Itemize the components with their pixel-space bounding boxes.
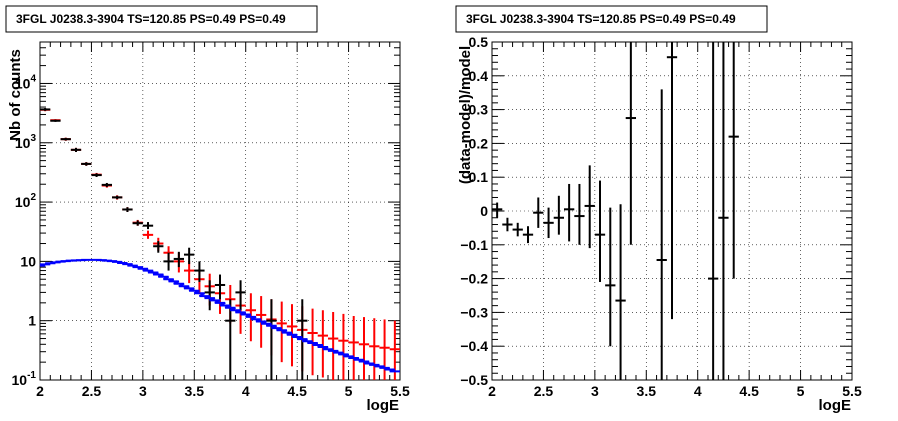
x-tick-label: 5.5 (842, 383, 862, 399)
model-step-line (39, 258, 400, 373)
x-tick-label: 3.5 (637, 383, 657, 399)
y-tick-label: 10 (20, 253, 36, 269)
y-tick-label: 0.3 (469, 102, 489, 118)
x-tick-label: 4 (242, 383, 250, 399)
grid-lines (40, 42, 400, 380)
x-tick-label: 2 (36, 383, 44, 399)
tick-exponent: 3 (30, 133, 36, 144)
tick-exponent: 2 (30, 192, 36, 203)
axis-ticks (39, 41, 401, 381)
y-tick-label: 102 (15, 192, 37, 210)
x-tick-label: 4.5 (287, 383, 307, 399)
y-tick-label: 1 (28, 313, 36, 329)
x-tick-label: 2 (488, 383, 496, 399)
title-box (5, 5, 318, 33)
x-tick-label: 3 (591, 383, 599, 399)
title-box (455, 5, 768, 33)
y-tick-label: −0.4 (460, 338, 488, 354)
series-2 (40, 108, 308, 380)
x-tick-label: 4 (694, 383, 702, 399)
x-axis-title: logE (367, 397, 400, 414)
y-tick-label: 0.2 (469, 135, 489, 151)
y-tick-label: 0 (480, 203, 488, 219)
x-tick-label: 5 (345, 383, 353, 399)
x-tick-label: 2.5 (534, 383, 554, 399)
series-3 (39, 258, 400, 373)
y-tick-label: 0.5 (469, 34, 489, 50)
y-tick-label: −0.5 (460, 372, 488, 388)
chart-title: 3FGL J0238.3-3904 TS=120.85 PS=0.49 PS=0… (466, 12, 736, 26)
series-1 (40, 108, 400, 380)
tick-exponent: -1 (27, 370, 36, 381)
y-tick-label: −0.2 (460, 271, 488, 287)
chart-title: 3FGL J0238.3-3904 TS=120.85 PS=0.49 PS=0… (16, 12, 286, 26)
chart-panel-2: 3FGL J0238.3-3904 TS=120.85 PS=0.49 PS=0… (455, 5, 862, 414)
y-tick-label: 0.1 (469, 169, 489, 185)
x-tick-label: 3.5 (185, 383, 205, 399)
x-tick-label: 4.5 (739, 383, 759, 399)
x-tick-label: 2.5 (82, 383, 102, 399)
x-axis-title: logE (819, 397, 852, 414)
y-axis-title: Nb of counts (7, 49, 24, 141)
x-tick-label: 3 (139, 383, 147, 399)
chart-panel-1: 3FGL J0238.3-3904 TS=120.85 PS=0.49 PS=0… (5, 5, 410, 414)
x-tick-label: 5 (797, 383, 805, 399)
y-tick-label: −0.1 (460, 237, 488, 253)
y-axis-title: (data-model)/model (457, 46, 474, 184)
y-tick-label: 10-1 (12, 370, 37, 388)
y-tick-label: 0.4 (469, 68, 489, 84)
tick-exponent: 4 (30, 73, 36, 84)
y-tick-label: −0.3 (460, 304, 488, 320)
plot-frame (39, 41, 401, 381)
series-1 (492, 42, 739, 380)
axis-ticks (491, 41, 853, 381)
x-tick-label: 5.5 (390, 383, 410, 399)
